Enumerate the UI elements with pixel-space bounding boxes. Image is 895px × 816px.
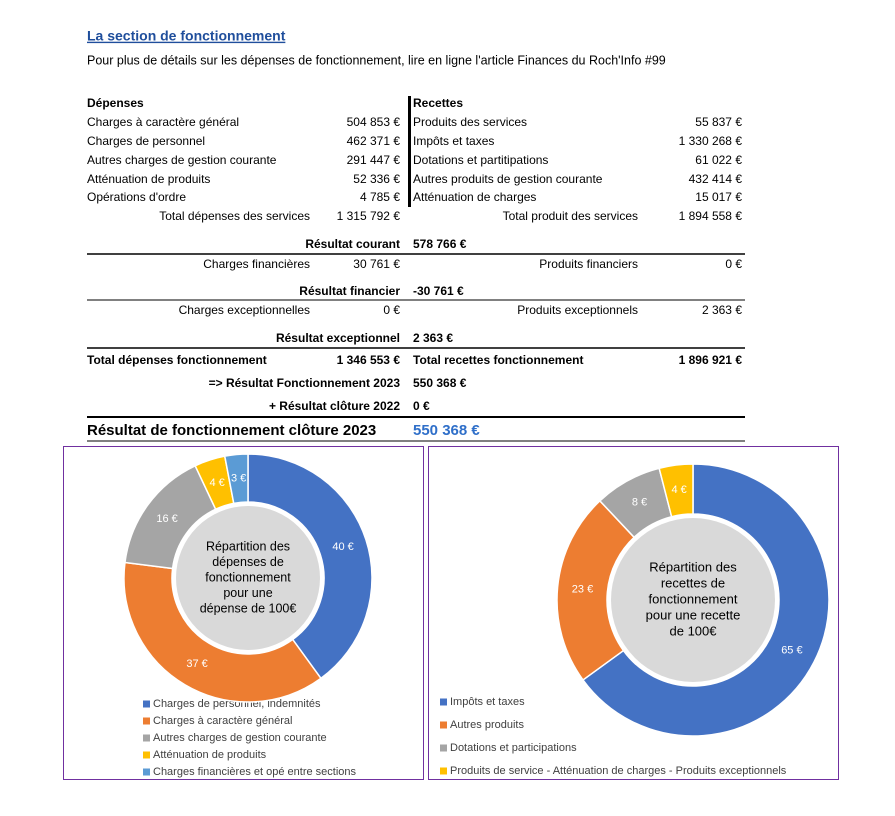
legend-swatch — [143, 717, 150, 725]
donut-slice — [658, 463, 694, 518]
data-label: 40 € — [332, 541, 353, 553]
cell: Charges financières — [203, 257, 310, 271]
cell: 0 € — [413, 399, 430, 413]
cell: -30 761 € — [413, 284, 464, 298]
legend-swatch — [440, 721, 447, 729]
donut-slice — [223, 453, 249, 505]
cell: 30 761 € — [353, 257, 400, 271]
cell: Total dépenses des services — [159, 209, 310, 223]
cell: Autres charges de gestion courante — [87, 153, 277, 167]
cell: Produits des services — [413, 115, 527, 129]
cell: 55 837 € — [695, 115, 742, 129]
title: La section de fonctionnement — [87, 28, 286, 44]
chart-title: pour une recette — [646, 607, 741, 622]
donut-slice — [581, 463, 830, 737]
data-label: 3 € — [231, 472, 246, 484]
donut-center — [176, 506, 320, 650]
chart-title: recettes de — [661, 575, 725, 590]
cell: Résultat exceptionnel — [276, 331, 400, 345]
cell: 550 368 € — [413, 422, 480, 439]
cell: 2 363 € — [702, 303, 742, 317]
legend-swatch — [440, 767, 447, 775]
cell: Produits financiers — [539, 257, 638, 271]
cell: 15 017 € — [695, 190, 742, 204]
legend-swatch — [143, 734, 150, 742]
legend-label: Produits de service - Atténuation de cha… — [450, 765, 787, 777]
legend-swatch — [143, 768, 150, 776]
legend-swatch — [440, 698, 447, 706]
cell: 1 896 921 € — [679, 353, 743, 367]
legend-label: Autres charges de gestion courante — [153, 732, 327, 744]
subtitle: Pour plus de détails sur les dépenses de… — [87, 53, 666, 67]
cell: 52 336 € — [353, 172, 400, 186]
cell: Atténuation de produits — [87, 172, 210, 186]
cell: 0 € — [383, 303, 400, 317]
cell: 4 785 € — [360, 190, 400, 204]
cell: 578 766 € — [413, 237, 467, 251]
cell: Total produit des services — [503, 209, 638, 223]
chart-title: pour une — [223, 586, 272, 600]
cell: Autres produits de gestion courante — [413, 172, 603, 186]
cell: 61 022 € — [695, 153, 742, 167]
cell: 1 346 553 € — [337, 353, 401, 367]
chart-frame — [63, 446, 424, 780]
legend-swatch — [143, 700, 150, 708]
chart-title: Répartition des — [649, 559, 737, 574]
chart-frame — [428, 446, 839, 780]
cell: Atténuation de charges — [413, 190, 536, 204]
cell: 2 363 € — [413, 331, 453, 345]
legend-label: Charges à caractère général — [153, 715, 292, 727]
legend-label: Charges financières et opé entre section… — [153, 766, 357, 778]
data-label: 23 € — [572, 583, 593, 595]
chart-title: dépense de 100€ — [200, 601, 297, 615]
cell: Impôts et taxes — [413, 134, 494, 148]
cell: 550 368 € — [413, 376, 467, 390]
cell: Résultat financier — [299, 284, 400, 298]
cell: Résultat de fonctionnement clôture 2023 — [87, 422, 376, 439]
cell: 1 330 268 € — [679, 134, 743, 148]
cell: 1 315 792 € — [337, 209, 401, 223]
legend-label: Dotations et participations — [450, 742, 577, 754]
cell: Total recettes fonctionnement — [413, 353, 583, 367]
data-label: 4 € — [209, 477, 224, 489]
cell: Opérations d'ordre — [87, 190, 186, 204]
donut-center — [611, 518, 775, 682]
cell: 504 853 € — [347, 115, 401, 129]
legend-label: Atténuation de produits — [153, 749, 267, 761]
chart-title: dépenses de — [212, 555, 284, 569]
data-label: 16 € — [156, 513, 177, 525]
chart-title: fonctionnement — [205, 570, 291, 584]
chart-title: de 100€ — [670, 623, 718, 638]
legend-label: Autres produits — [450, 719, 524, 731]
cell: Recettes — [413, 96, 463, 110]
cell: => Résultat Fonctionnement 2023 — [209, 376, 401, 390]
cell: Dépenses — [87, 96, 144, 110]
chart-title: Répartition des — [206, 539, 290, 553]
data-label: 65 € — [781, 644, 802, 656]
cell: Charges à caractère général — [87, 115, 239, 129]
donut-slice — [123, 561, 322, 703]
legend-swatch — [143, 751, 150, 759]
cell: + Résultat clôture 2022 — [269, 399, 400, 413]
cell: Charges exceptionnelles — [179, 303, 310, 317]
cell: 432 414 € — [689, 172, 743, 186]
cell: 1 894 558 € — [679, 209, 743, 223]
cell: 462 371 € — [347, 134, 401, 148]
donut-slice — [247, 453, 373, 680]
cell: Total dépenses fonctionnement — [87, 353, 267, 367]
legend-label: Charges de personnel, indemnités — [153, 698, 321, 710]
chart-title: fonctionnement — [649, 591, 738, 606]
cell: 0 € — [725, 257, 742, 271]
cell: Charges de personnel — [87, 134, 205, 148]
cell: 291 447 € — [347, 153, 401, 167]
data-label: 4 € — [671, 484, 686, 496]
cell: Dotations et partitipations — [413, 153, 548, 167]
cell: Produits exceptionnels — [517, 303, 638, 317]
cell: Résultat courant — [305, 237, 400, 251]
data-label: 37 € — [186, 658, 207, 670]
data-label: 8 € — [632, 497, 647, 509]
legend-swatch — [440, 744, 447, 752]
legend-label: Impôts et taxes — [450, 696, 525, 708]
